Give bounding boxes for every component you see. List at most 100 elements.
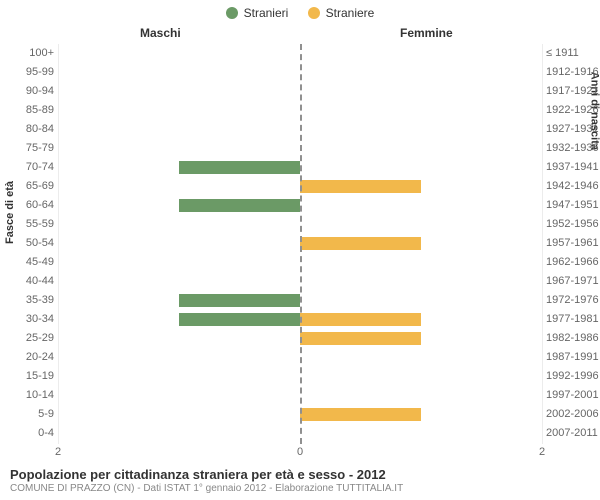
y-tick-birth: 1972-1976 [546, 291, 600, 310]
chart-title: Popolazione per cittadinanza straniera p… [10, 467, 590, 482]
bar-row-male [58, 101, 300, 120]
y-tick-birth: ≤ 1911 [546, 44, 600, 63]
bar-row-male [58, 291, 300, 310]
bar-row-female [300, 120, 542, 139]
y-tick-age: 5-9 [0, 405, 54, 424]
bar-female [300, 237, 421, 250]
bar-row-male [58, 120, 300, 139]
x-tick: 2 [55, 446, 61, 458]
legend-swatch-female [308, 7, 320, 19]
bar-female [300, 313, 421, 326]
bar-row-male [58, 329, 300, 348]
bar-row-female [300, 310, 542, 329]
y-tick-birth: 1967-1971 [546, 272, 600, 291]
gridline [58, 44, 59, 444]
bar-row-male [58, 139, 300, 158]
bar-row-female [300, 234, 542, 253]
y-tick-birth: 1922-1926 [546, 101, 600, 120]
y-tick-age: 40-44 [0, 272, 54, 291]
y-tick-birth: 2002-2006 [546, 405, 600, 424]
bar-female [300, 332, 421, 345]
legend: Stranieri Straniere [0, 6, 600, 22]
bar-male [179, 161, 300, 174]
y-tick-birth: 1917-1921 [546, 82, 600, 101]
x-tick: 2 [539, 446, 545, 458]
bar-row-female [300, 158, 542, 177]
bar-row-female [300, 386, 542, 405]
bar-row-male [58, 177, 300, 196]
y-tick-birth: 1987-1991 [546, 348, 600, 367]
bar-row-male [58, 348, 300, 367]
y-tick-birth: 1912-1916 [546, 63, 600, 82]
bar-row-male [58, 82, 300, 101]
y-tick-age: 35-39 [0, 291, 54, 310]
y-tick-age: 60-64 [0, 196, 54, 215]
bar-row-female [300, 405, 542, 424]
y-tick-birth: 1947-1951 [546, 196, 600, 215]
bar-row-female [300, 63, 542, 82]
bar-row-male [58, 424, 300, 443]
y-tick-birth: 1932-1936 [546, 139, 600, 158]
column-header-female: Femmine [400, 26, 453, 40]
bar-row-female [300, 272, 542, 291]
bar-row-female [300, 367, 542, 386]
legend-item-female: Straniere [308, 6, 375, 20]
y-tick-birth: 1927-1931 [546, 120, 600, 139]
y-tick-age: 25-29 [0, 329, 54, 348]
bar-row-male [58, 253, 300, 272]
bar-male [179, 199, 300, 212]
y-tick-birth: 1962-1966 [546, 253, 600, 272]
y-tick-age: 95-99 [0, 63, 54, 82]
x-tick: 0 [297, 446, 303, 458]
bar-row-female [300, 291, 542, 310]
bar-row-female [300, 44, 542, 63]
column-header-male: Maschi [140, 26, 181, 40]
y-tick-age: 20-24 [0, 348, 54, 367]
bar-row-female [300, 348, 542, 367]
bar-male [179, 294, 300, 307]
y-tick-age: 50-54 [0, 234, 54, 253]
y-tick-age: 80-84 [0, 120, 54, 139]
y-tick-birth: 1937-1941 [546, 158, 600, 177]
gridline [542, 44, 543, 444]
bar-row-female [300, 177, 542, 196]
y-tick-age: 90-94 [0, 82, 54, 101]
bar-female [300, 408, 421, 421]
y-tick-age: 55-59 [0, 215, 54, 234]
y-tick-birth: 1992-1996 [546, 367, 600, 386]
bar-row-female [300, 139, 542, 158]
bar-row-male [58, 405, 300, 424]
y-tick-age: 75-79 [0, 139, 54, 158]
bar-row-male [58, 272, 300, 291]
y-tick-age: 30-34 [0, 310, 54, 329]
bar-row-male [58, 63, 300, 82]
y-tick-birth: 1957-1961 [546, 234, 600, 253]
y-tick-birth: 1952-1956 [546, 215, 600, 234]
bar-row-male [58, 386, 300, 405]
y-tick-age: 45-49 [0, 253, 54, 272]
chart-footer: Popolazione per cittadinanza straniera p… [10, 467, 590, 494]
y-tick-age: 15-19 [0, 367, 54, 386]
bar-row-male [58, 234, 300, 253]
y-tick-age: 100+ [0, 44, 54, 63]
center-axis-line [300, 44, 302, 444]
y-tick-age: 70-74 [0, 158, 54, 177]
bar-row-male [58, 367, 300, 386]
bar-row-male [58, 196, 300, 215]
bar-row-female [300, 329, 542, 348]
bar-row-female [300, 101, 542, 120]
plot-half-female [300, 44, 542, 444]
chart-subtitle: COMUNE DI PRAZZO (CN) - Dati ISTAT 1° ge… [10, 483, 590, 494]
bar-row-female [300, 215, 542, 234]
y-tick-age: 85-89 [0, 101, 54, 120]
y-tick-birth: 1982-1986 [546, 329, 600, 348]
legend-item-male: Stranieri [226, 6, 289, 20]
bar-row-male [58, 310, 300, 329]
plot-half-male [58, 44, 300, 444]
plot-area [58, 44, 542, 444]
bar-female [300, 180, 421, 193]
bar-row-male [58, 158, 300, 177]
bar-row-male [58, 44, 300, 63]
y-tick-birth: 1942-1946 [546, 177, 600, 196]
legend-label-male: Stranieri [244, 6, 289, 20]
